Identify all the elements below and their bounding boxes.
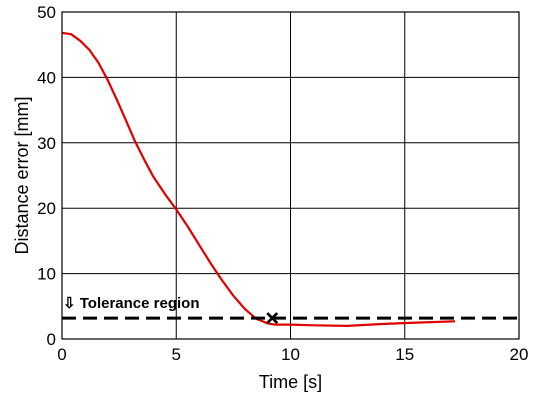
marker-stroke [266,312,279,324]
x-tick-label: 20 [510,345,529,364]
distance-error-line [61,31,456,327]
y-tick-label: 50 [37,3,56,22]
x-tick-label: 15 [395,345,414,364]
y-tick-label: 10 [37,265,56,284]
x-axis-label: Time [s] [259,372,322,392]
x-tick-label: 10 [281,345,300,364]
y-tick-label: 20 [37,199,56,218]
y-tick-label: 40 [37,68,56,87]
y-tick-label: 30 [37,134,56,153]
plot-frame [61,11,520,340]
x-tick-label: 0 [57,345,66,364]
tolerance-region-label: ⇩ Tolerance region [63,295,200,312]
intersection-marker [266,312,279,324]
series-layer [61,31,519,327]
annotations: ⇩ Tolerance region [63,295,200,312]
y-tick-label: 0 [47,330,56,349]
y-tick-labels: 0 10 20 30 40 50 [37,3,56,349]
x-tick-label: 5 [172,345,181,364]
y-axis-label: Distance error [mm] [12,96,32,254]
x-tick-labels: 0 5 10 15 20 [57,345,528,364]
